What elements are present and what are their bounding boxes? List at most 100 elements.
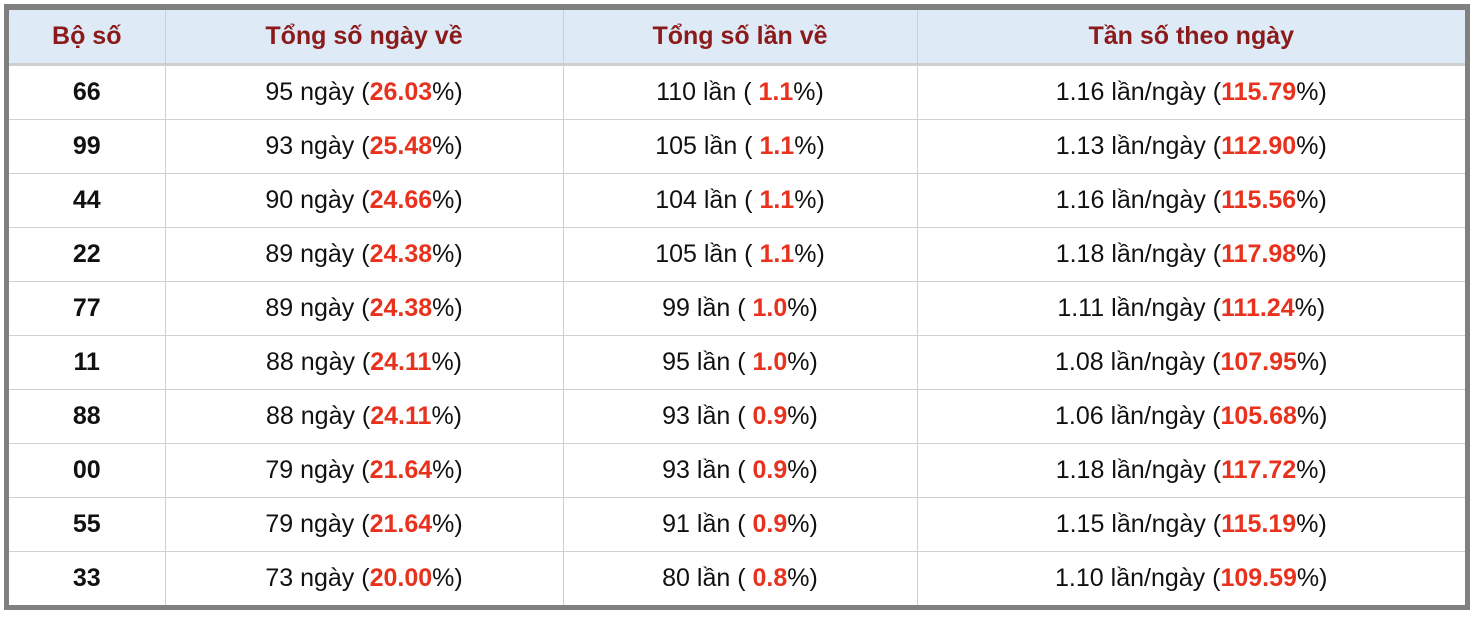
tan-so-cell: 1.10 lần/ngày (109.59%) (916, 551, 1465, 605)
tong-so-ngay-cell: 89 ngày (24.38%) (164, 281, 564, 336)
ngay-unit: ngày ( (293, 510, 370, 538)
lan-unit: lần ( (696, 132, 760, 160)
ngay-value: 89 (265, 240, 294, 268)
ngay-value: 79 (265, 456, 294, 484)
lan-unit: lần ( (696, 240, 760, 268)
pct-close: %) (432, 186, 463, 214)
table-row: 77 89 ngày (24.38%) 99 lần ( 1.0%) 1.11 lần… (9, 281, 1465, 336)
tan-so-value: 1.15 (1055, 510, 1105, 538)
tan-so-percent: 115.19 (1221, 510, 1297, 538)
lan-unit: lần ( (689, 510, 753, 538)
ngay-value: 88 (266, 348, 294, 376)
lan-percent: 0.9 (752, 510, 788, 538)
table-row: 99 93 ngày (25.48%) 105 lần ( 1.1%) 1.13 lầ… (9, 119, 1465, 174)
table-row: 33 73 ngày (20.00%) 80 lần ( 0.8%) 1.10 lần… (9, 551, 1465, 605)
tan-so-value: 1.16 (1055, 186, 1105, 214)
tong-so-lan-cell: 105 lần ( 1.1%) (562, 227, 918, 282)
tan-so-value: 1.08 (1055, 348, 1104, 376)
lan-value: 105 (655, 132, 697, 160)
tong-so-lan-cell: 91 lần ( 0.9%) (562, 497, 918, 552)
ngay-percent: 24.66 (369, 186, 433, 214)
pct-close: %) (1296, 348, 1328, 376)
tan-so-cell: 1.06 lần/ngày (105.68%) (916, 389, 1465, 444)
pct-close: %) (787, 294, 818, 322)
tong-so-ngay-cell: 90 ngày (24.66%) (164, 173, 564, 228)
tan-so-percent: 115.56 (1221, 186, 1297, 214)
tan-so-percent: 115.79 (1221, 78, 1297, 106)
pct-close: %) (787, 510, 818, 538)
ngay-value: 73 (265, 564, 294, 592)
lan-value: 93 (662, 456, 690, 484)
tong-so-lan-cell: 99 lần ( 1.0%) (562, 281, 918, 336)
tan-so-unit: lần/ngày ( (1103, 402, 1221, 430)
ngay-value: 88 (266, 402, 294, 430)
lan-value: 105 (655, 240, 697, 268)
pct-close: %) (1296, 510, 1327, 538)
pct-close: %) (1296, 564, 1328, 592)
pct-close: %) (432, 132, 463, 160)
tong-so-lan-cell: 80 lần ( 0.8%) (562, 551, 918, 605)
ngay-value: 89 (265, 294, 294, 322)
tan-so-value: 1.10 (1055, 564, 1104, 592)
ngay-percent: 25.48 (369, 132, 433, 160)
tan-so-cell: 1.15 lần/ngày (115.19%) (916, 497, 1465, 552)
table-row: 88 88 ngày (24.11%) 93 lần ( 0.9%) 1.06 lần… (9, 389, 1465, 444)
ngay-percent: 21.64 (369, 456, 433, 484)
table-row: 22 89 ngày (24.38%) 105 lần ( 1.1%) 1.18 lầ… (9, 227, 1465, 282)
tan-so-cell: 1.11 lần/ngày (111.24%) (916, 281, 1465, 336)
tong-so-lan-cell: 110 lần ( 1.1%) (562, 64, 918, 120)
header-tan-so: Tần số theo ngày (916, 10, 1465, 66)
tan-so-value: 1.06 (1055, 402, 1104, 430)
pct-close: %) (1296, 402, 1328, 430)
tan-so-percent: 105.68 (1220, 402, 1297, 430)
tan-so-value: 1.18 (1055, 240, 1105, 268)
tan-so-percent: 107.95 (1220, 348, 1297, 376)
pct-close: %) (787, 456, 818, 484)
lan-unit: lần ( (689, 294, 753, 322)
tan-so-cell: 1.18 lần/ngày (117.98%) (916, 227, 1465, 282)
ngay-value: 79 (265, 510, 294, 538)
tan-so-unit: lần/ngày ( (1104, 132, 1222, 160)
ngay-unit: ngày ( (293, 564, 370, 592)
tan-so-cell: 1.18 lần/ngày (117.72%) (916, 443, 1465, 498)
lan-percent: 1.1 (759, 132, 795, 160)
ngay-unit: ngày ( (293, 456, 370, 484)
ngay-percent: 24.11 (370, 402, 432, 430)
ngay-value: 93 (265, 132, 294, 160)
ngay-value: 90 (265, 186, 294, 214)
ngay-percent: 21.64 (369, 510, 433, 538)
ngay-unit: ngày ( (293, 240, 370, 268)
lan-percent: 0.9 (752, 402, 788, 430)
bo-so-cell: 99 (9, 119, 166, 174)
tan-so-value: 1.16 (1055, 78, 1105, 106)
lan-value: 104 (655, 186, 697, 214)
tong-so-lan-cell: 93 lần ( 0.9%) (562, 389, 918, 444)
pct-close: %) (432, 78, 463, 106)
lan-value: 80 (662, 564, 690, 592)
tong-so-ngay-cell: 95 ngày (26.03%) (164, 64, 564, 120)
tan-so-cell: 1.16 lần/ngày (115.56%) (916, 173, 1465, 228)
pct-close: %) (787, 564, 818, 592)
pct-close: %) (1296, 78, 1327, 106)
tong-so-ngay-cell: 93 ngày (25.48%) (164, 119, 564, 174)
tong-so-ngay-cell: 88 ngày (24.11%) (164, 335, 564, 390)
pct-close: %) (431, 348, 462, 376)
lan-unit: lần ( (689, 456, 753, 484)
lan-percent: 0.9 (752, 456, 788, 484)
ngay-percent: 24.11 (370, 348, 432, 376)
lan-unit: lần ( (696, 186, 760, 214)
lan-percent: 1.0 (752, 348, 788, 376)
tan-so-unit: lần/ngày ( (1104, 186, 1222, 214)
lan-unit: lần ( (689, 348, 753, 376)
table-row: 00 79 ngày (21.64%) 93 lần ( 0.9%) 1.18 lần… (9, 443, 1465, 498)
tan-so-unit: lần/ngày ( (1104, 78, 1222, 106)
bo-so-cell: 11 (9, 335, 166, 390)
tong-so-ngay-cell: 89 ngày (24.38%) (164, 227, 564, 282)
lan-value: 95 (662, 348, 690, 376)
bo-so-cell: 66 (9, 64, 166, 120)
ngay-percent: 20.00 (369, 564, 433, 592)
ngay-value: 95 (265, 78, 294, 106)
pct-close: %) (431, 402, 462, 430)
tan-so-percent: 111.24 (1220, 294, 1295, 322)
bo-so-cell: 33 (9, 551, 166, 605)
